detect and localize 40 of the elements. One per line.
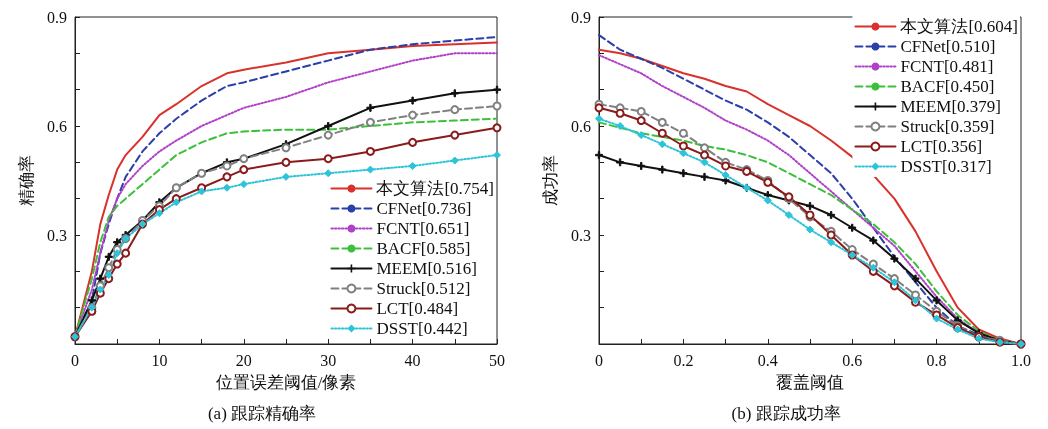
legend-label: LCT[0.484] xyxy=(376,299,459,318)
legend-label: MEEM[0.379] xyxy=(900,97,1002,116)
x-tick-label: 0 xyxy=(595,351,603,369)
legend-label: Struck[0.359] xyxy=(900,117,995,136)
x-axis-title: 覆盖阈值 xyxy=(776,373,844,392)
legend-label: DSST[0.442] xyxy=(376,319,468,338)
text: (b) 跟踪成功率 xyxy=(731,404,841,423)
legend-label: Struck[0.512] xyxy=(376,279,471,298)
x-tick-label: 10 xyxy=(151,351,168,369)
legend-label: MEEM[0.516] xyxy=(376,259,478,278)
x-tick-label: 0.6 xyxy=(842,351,863,369)
y-tick-label: 0.3 xyxy=(571,226,591,244)
y-tick-label: 0.6 xyxy=(571,117,591,135)
legend-label: BACF[0.585] xyxy=(376,239,471,258)
x-tick-label: 50 xyxy=(489,351,505,369)
x-tick-label: 20 xyxy=(235,351,252,369)
legend-label: 本文算法[0.604] xyxy=(900,17,1019,36)
y-tick-label: 0.9 xyxy=(571,8,591,26)
x-tick-label: 0 xyxy=(71,351,79,369)
x-tick-label: 1.0 xyxy=(1011,351,1031,369)
x-tick-label: 0.4 xyxy=(757,351,778,369)
x-tick-label: 30 xyxy=(320,351,337,369)
legend-label: LCT[0.356] xyxy=(900,137,983,156)
y-tick-label: 0.6 xyxy=(47,117,67,135)
legend-label: DSST[0.317] xyxy=(900,157,992,176)
x-tick-label: 0.8 xyxy=(926,351,947,369)
legend-label: FCNT[0.651] xyxy=(376,219,470,238)
legend-label: CFNet[0.510] xyxy=(900,37,996,56)
legend-label: CFNet[0.736] xyxy=(376,199,472,218)
legend-label: 本文算法[0.754] xyxy=(376,179,495,198)
y-axis-title: 成功率 xyxy=(541,155,560,206)
text: (a) 跟踪精确率 xyxy=(207,404,317,423)
legend-label: FCNT[0.481] xyxy=(900,57,994,76)
y-tick-label: 0.9 xyxy=(47,8,67,26)
legend-label: BACF[0.450] xyxy=(900,77,995,96)
y-tick-label: 0.3 xyxy=(47,226,67,244)
x-axis-title: 位置误差阈值/像素 xyxy=(215,373,357,392)
x-tick-label: 40 xyxy=(404,351,421,369)
y-axis-title: 精确率 xyxy=(17,155,36,206)
x-tick-label: 0.2 xyxy=(673,351,694,369)
